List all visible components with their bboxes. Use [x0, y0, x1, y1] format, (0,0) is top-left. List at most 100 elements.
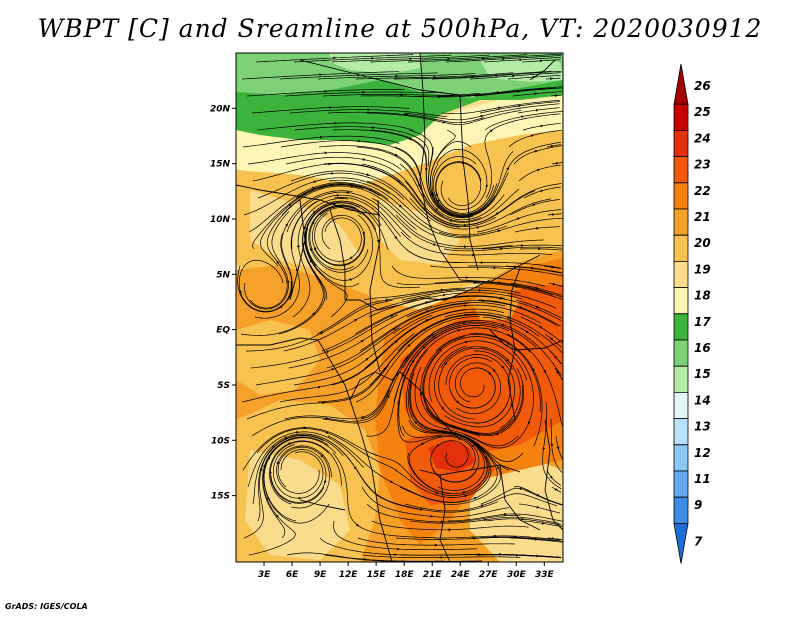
streamline-arrow: [355, 385, 359, 389]
streamline-arrow: [520, 244, 524, 247]
streamline-arrow: [506, 166, 509, 170]
streamline-arrow: [530, 266, 534, 270]
border-line: [289, 199, 306, 301]
wbpt-region: [428, 440, 475, 472]
streamline-arrow: [492, 369, 496, 373]
colorbar-segment: [673, 470, 689, 498]
longitude-axis: 3E 6E 9E 12E 15E 18E 21E 24E 27E 30E 33E: [258, 562, 554, 580]
streamline-arrow: [394, 153, 398, 157]
border-line: [544, 419, 563, 531]
streamline-arrow: [519, 487, 523, 490]
colorbar-segment: [673, 523, 689, 564]
border-line: [419, 464, 521, 476]
streamline-arrow: [279, 305, 283, 309]
streamline-arrow: [276, 460, 279, 465]
lon-tick-label: 18E: [395, 570, 415, 580]
streamline-arrow: [443, 427, 447, 431]
lon-tick-label: 6E: [286, 570, 299, 580]
streamline-arrow: [498, 281, 502, 284]
streamline-arrow: [311, 221, 315, 225]
streamline-arrow: [303, 426, 307, 429]
streamline-arrow: [517, 217, 521, 221]
streamline-arrow: [517, 90, 521, 93]
streamline-arrow: [476, 447, 480, 451]
streamline-arrow: [444, 361, 448, 365]
wbpt-region: [236, 58, 280, 82]
streamline-arrow: [442, 120, 446, 124]
streamline-arrow: [259, 467, 263, 471]
streamline-arrow: [495, 212, 499, 216]
lat-tick-label: 10N: [210, 215, 231, 225]
streamline-arrow: [515, 285, 519, 288]
streamline-arrow: [536, 505, 540, 509]
streamline-arrow: [485, 183, 488, 187]
streamline-arrow: [328, 162, 332, 166]
colorbar-segment: [673, 444, 689, 472]
streamline-arrow: [288, 203, 292, 207]
colorbar-label: 25: [694, 105, 711, 119]
streamline-arrow: [398, 204, 402, 208]
streamline-arrow: [286, 279, 290, 283]
streamline-arrow: [554, 355, 558, 359]
streamline-arrow: [356, 523, 360, 527]
streamline-arrow: [536, 554, 540, 558]
streamline-arrow: [394, 340, 398, 344]
streamline-arrow: [318, 279, 322, 283]
streamline-arrow: [319, 135, 323, 139]
streamline-arrow: [325, 431, 329, 434]
streamline-arrow: [347, 191, 350, 194]
streamline-arrow: [397, 400, 400, 404]
streamline-arrow: [436, 443, 440, 447]
streamline-arrow: [493, 266, 497, 270]
lat-tick-label: 15N: [210, 160, 231, 170]
colorbar-label: 16: [694, 341, 711, 355]
streamline-arrow: [390, 314, 394, 318]
streamline-arrow: [519, 58, 523, 62]
streamline-arrow: [480, 261, 484, 264]
streamline-arrow: [394, 553, 398, 556]
streamline-arrow: [430, 514, 434, 518]
streamline-arrow: [543, 369, 546, 373]
streamline-arrow: [353, 466, 357, 470]
colorbar-segment: [673, 496, 689, 524]
colorbar-label: 7: [694, 534, 703, 548]
colorbar-segment: [673, 313, 689, 341]
lon-tick-label: 24E: [451, 570, 471, 580]
streamline-arrow: [518, 104, 522, 108]
streamline-arrow: [540, 124, 544, 128]
streamline-arrow: [397, 547, 401, 551]
wbpt-region: [470, 455, 563, 562]
streamline-arrow: [320, 332, 324, 335]
streamline-arrow: [420, 442, 424, 445]
streamline-arrow: [497, 466, 500, 470]
streamline-arrow: [495, 74, 499, 78]
colorbar-label: 26: [694, 79, 711, 93]
border-line: [299, 499, 346, 511]
lat-tick-label: EQ: [216, 326, 230, 336]
streamline-arrow: [436, 199, 440, 203]
streamline-arrow: [489, 129, 493, 133]
streamline-arrow: [460, 161, 464, 165]
border-line: [329, 209, 346, 300]
streamline-arrow: [472, 253, 476, 257]
border-line: [419, 53, 441, 251]
streamline-arrow: [329, 106, 333, 109]
streamline-arrow: [272, 445, 276, 449]
streamline-arrow: [500, 247, 504, 251]
streamline-arrow: [362, 90, 366, 94]
streamline-arrow: [310, 259, 313, 263]
streamline-arrow: [510, 403, 514, 407]
colorbar-segment: [673, 156, 689, 184]
streamline-arrow: [276, 260, 280, 264]
streamline-arrow: [542, 447, 545, 451]
streamline-arrow: [483, 518, 487, 522]
streamline-arrow: [482, 57, 485, 61]
colorbar-segment: [673, 418, 689, 446]
streamline-arrow: [473, 497, 477, 500]
streamline-arrow: [317, 385, 321, 389]
border-line: [299, 59, 461, 96]
lat-tick-label: 10S: [211, 436, 230, 446]
streamline-arrow: [348, 277, 352, 281]
streamline-arrow: [527, 421, 531, 425]
streamline-arrow: [512, 74, 516, 78]
